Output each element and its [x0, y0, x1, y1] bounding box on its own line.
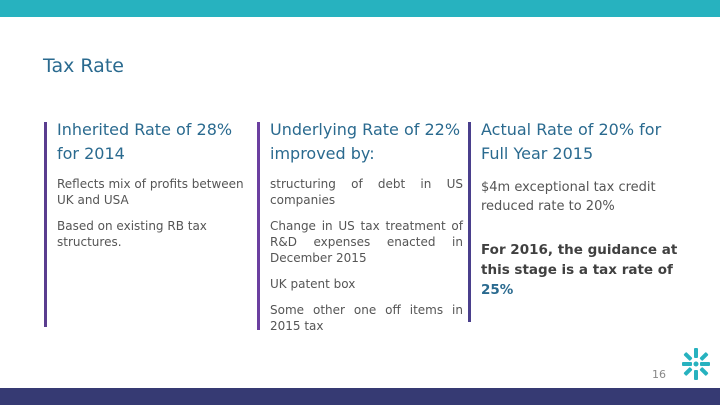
- column-point: Based on existing RB tax structures.: [57, 219, 207, 249]
- slide-title: Tax Rate: [43, 55, 124, 77]
- guidance-text: For 2016, the guidance at this stage is …: [481, 242, 678, 278]
- column-actual-rate: Actual Rate of 20% for Full Year 2015 $4…: [468, 118, 681, 322]
- column-divider: [257, 122, 260, 330]
- column-point: UK patent box: [270, 277, 356, 291]
- column-inherited-rate: Inherited Rate of 28% for 2014 Reflects …: [44, 118, 247, 327]
- bottom-accent-bar: [0, 388, 720, 405]
- column-heading: Actual Rate of 20% for Full Year 2015: [481, 120, 662, 163]
- column-heading: Inherited Rate of 28% for 2014: [57, 120, 233, 163]
- column-point: Change in US tax treatment of R&D expens…: [270, 219, 463, 265]
- page-number: 16: [652, 368, 666, 381]
- snowflake-logo-icon: [682, 348, 710, 380]
- column-point: $4m exceptional tax credit reduced rate …: [481, 180, 656, 214]
- column-divider: [44, 122, 47, 327]
- top-accent-bar: [0, 0, 720, 17]
- guidance-statement: For 2016, the guidance at this stage is …: [481, 240, 681, 300]
- column-heading: Underlying Rate of 22% improved by:: [270, 120, 461, 163]
- column-point: structuring of debt in US companies: [270, 177, 463, 207]
- guidance-rate: 25%: [481, 282, 514, 298]
- column-underlying-rate: Underlying Rate of 22% improved by: stru…: [257, 118, 463, 334]
- column-point: Reflects mix of profits between UK and U…: [57, 177, 244, 207]
- column-point: Some other one off items in 2015 tax: [270, 303, 463, 333]
- column-divider: [468, 122, 471, 322]
